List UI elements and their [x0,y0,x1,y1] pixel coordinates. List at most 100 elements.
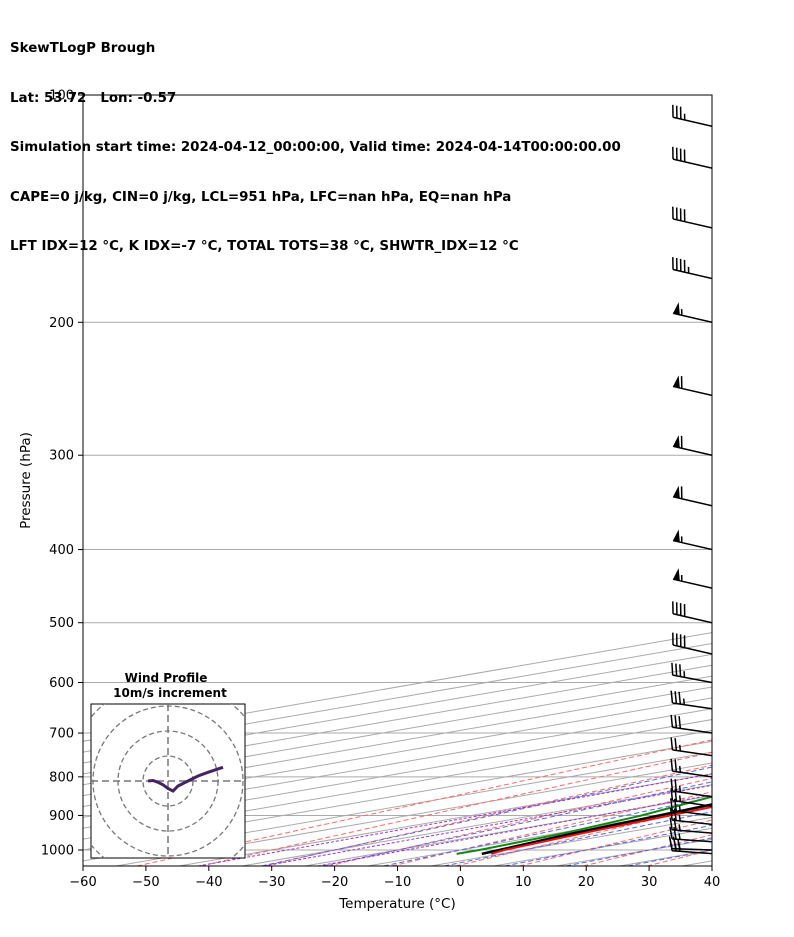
barb-shaft [672,790,712,798]
wind-barb [670,737,712,757]
barb-full [674,759,678,772]
barb-shaft [672,829,712,834]
barb-half [678,785,682,793]
mixing-ratio-line [197,773,712,866]
barb-flag [673,302,680,315]
x-tick-label: 20 [578,875,595,890]
wind-barb [672,375,712,397]
isotherm [241,784,712,866]
dry-adiabat [775,95,794,866]
barb-full [674,691,678,704]
y-tick-label: 400 [49,543,74,558]
dry-adiabat [391,791,712,866]
x-tick-label: 0 [456,875,464,890]
moist-adiabat [627,849,712,866]
barb-shaft [672,268,712,280]
y-tick-label: 500 [49,616,74,631]
x-tick-label: −10 [384,875,411,890]
barb-shaft [672,702,712,710]
barb-shaft [672,819,712,826]
moist-adiabat [322,781,712,866]
dry-adiabat [136,739,712,866]
y-tick-label: 900 [49,809,74,824]
barb-full [668,836,673,849]
x-tick-label: −60 [69,875,96,890]
barb-full [674,738,678,751]
temperature-profile [490,805,712,855]
barb-full [670,758,674,772]
barb-full [669,817,673,830]
barb-shaft [672,385,712,397]
barb-half [678,744,682,752]
wind-barb [672,435,712,456]
wind-barb [672,529,712,551]
y-tick-label: 700 [49,727,74,742]
barb-shaft [672,116,712,127]
x-tick-label: 10 [515,875,532,890]
axes: −60 −50 −40 −30 −20 −10 0 10 20 30 40 100 200 300 400 5… [18,89,720,913]
barb-shaft [672,809,712,817]
barb-shaft [671,847,712,851]
barb-shaft [672,158,712,169]
isotherm [83,697,712,808]
wind-barb [672,601,712,624]
barb-full [674,715,678,728]
isotherm [83,719,712,829]
barb-full [679,664,682,677]
moist-adiabat [504,824,712,866]
barb-full [675,663,678,676]
wind-barb [671,662,712,684]
barb-flag [673,435,680,448]
barb-half [678,765,682,773]
dry-adiabat [583,834,712,866]
y-axis-label: Pressure (hPa) [18,432,34,529]
chart-title: SkewTLogP Brough [10,41,156,56]
barb-half [682,698,686,705]
x-tick-label: −30 [258,875,285,890]
mixing-ratio-line [263,784,712,866]
isotherm [493,827,712,866]
chart-header: SkewTLogP Brough Lat: 53.72 Lon: -0.57 S… [10,8,621,272]
barb-shaft [672,770,712,778]
wind-barb [672,146,712,169]
y-tick-label: 200 [49,316,74,331]
isotherm [83,729,712,840]
profiles [456,795,712,856]
barb-shaft [672,674,712,684]
barb-half [678,814,681,822]
isotherm [83,664,712,775]
time-line: Simulation start time: 2024-04-12_00:00:… [10,140,621,155]
wind-barb [670,690,712,710]
mixing-ratio-line [317,794,712,866]
isotherm [682,860,712,866]
isotherm [83,686,712,797]
barb-shaft [672,838,712,843]
isotherm [367,806,712,866]
barb-full [669,807,673,821]
barb-shaft [672,445,712,456]
hodograph-subtitle: 10m/s increment [113,686,227,700]
isotherm [304,795,712,866]
barb-shaft [672,850,712,855]
barb-full [671,662,674,676]
barb-shaft [672,578,712,589]
moist-adiabat [383,796,712,866]
barb-half [678,795,682,802]
y-tick-label: 800 [49,770,74,785]
dewpoint-profile [456,795,712,855]
barb-half [678,805,681,812]
barb-full [670,788,674,801]
barb-half [678,824,681,831]
barb-full [670,737,674,750]
barb-shaft [672,644,712,655]
barb-full [670,778,674,792]
barb-full [669,826,673,840]
y-tick-label: 100 [49,89,74,104]
isotherm [83,708,712,818]
x-tick-label: −20 [321,875,348,890]
isotherm [619,849,712,866]
barb-half [677,842,681,850]
barb-flag [673,529,680,543]
